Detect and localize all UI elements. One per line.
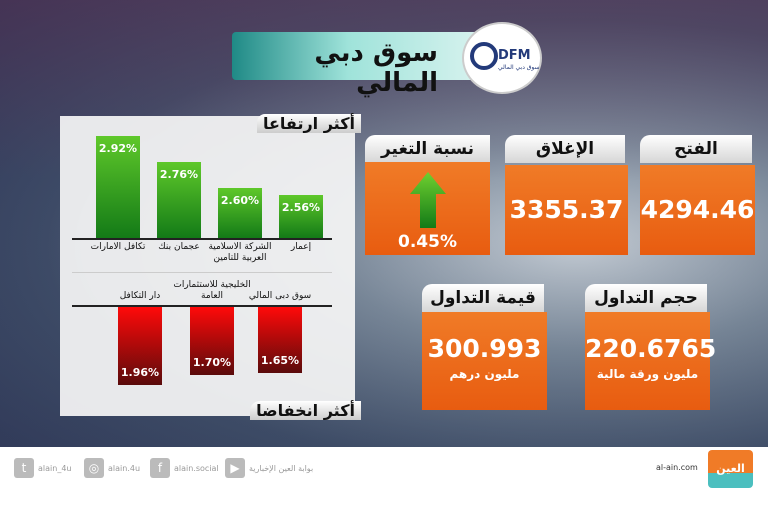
gainer-value: 2.92%	[98, 142, 138, 155]
loser-value: 1.96%	[120, 366, 160, 379]
youtube-icon: ▶	[225, 458, 245, 478]
open-value: 4294.46	[640, 165, 755, 255]
dfm-logo: DFM سوق دبي المالي	[462, 22, 542, 94]
instagram-handle: alain.4u	[108, 463, 141, 473]
volume-value: 220.6765	[585, 334, 717, 363]
volume-box: 220.6765 مليون ورقة مالية	[585, 312, 717, 410]
twitter-link[interactable]: t alain_4u	[14, 458, 71, 478]
change-label: نسبة التغير	[365, 135, 490, 163]
logo-subtext: سوق دبي المالي	[498, 64, 540, 71]
turnover-value: 300.993	[427, 334, 542, 363]
turnover-label: قيمة التداول	[422, 284, 544, 312]
change-box: 0.45%	[365, 162, 490, 255]
change-value: 0.45%	[398, 232, 457, 252]
losers-axis	[72, 305, 332, 307]
gainer-bar: 2.56%	[279, 195, 323, 238]
gainers-heading: أكثر ارتفاعا	[256, 114, 361, 133]
loser-value: 1.65%	[260, 354, 300, 367]
instagram-link[interactable]: ◎ alain.4u	[84, 458, 140, 478]
open-label: الفتح	[640, 135, 752, 163]
facebook-handle: alain.social	[174, 463, 219, 473]
gainer-name: عجمان بنك	[158, 242, 200, 252]
page-title: سوق دبي المالي	[314, 38, 438, 98]
loser-bar: 1.96%	[118, 307, 162, 385]
site-url[interactable]: al-ain.com	[656, 463, 698, 472]
gainers-axis	[72, 238, 332, 240]
gainer-bar: 2.60%	[218, 188, 262, 238]
losers-heading: أكثر انخفاضا	[250, 401, 361, 420]
gainer-value: 2.76%	[159, 168, 199, 181]
youtube-handle: بوابة العين الإخبارية	[249, 463, 314, 473]
twitter-icon: t	[14, 458, 34, 478]
alain-logo: العين	[708, 450, 753, 488]
volume-label: حجم التداول	[585, 284, 707, 312]
gainer-name: تكافل الامارات	[90, 242, 146, 252]
loser-bar: 1.65%	[258, 307, 302, 373]
turnover-unit: مليون درهم	[449, 367, 520, 381]
loser-bar: 1.70%	[190, 307, 234, 375]
gainer-value: 2.60%	[220, 194, 260, 207]
loser-name: الخليجية للاستثمارات العامة	[173, 280, 251, 301]
turnover-box: 300.993 مليون درهم	[422, 312, 547, 410]
alain-logo-text: العين	[716, 462, 745, 475]
dfm-emblem-icon	[470, 42, 498, 70]
loser-name: سوق دبى المالي	[248, 291, 312, 301]
loser-name: دار التكافل	[119, 291, 161, 301]
youtube-link[interactable]: ▶ بوابة العين الإخبارية	[225, 458, 313, 478]
up-arrow-icon	[409, 172, 446, 228]
facebook-icon: f	[150, 458, 170, 478]
loser-value: 1.70%	[192, 356, 232, 369]
movers-panel: أكثر ارتفاعا 2.92% تكافل الامارات 2.76% عجم…	[60, 114, 361, 420]
logo-text: DFM	[498, 48, 531, 63]
twitter-handle: alain_4u	[38, 463, 72, 473]
gainer-name: الشركة الاسلامية العربية للتامين	[208, 242, 272, 263]
divider	[72, 272, 332, 273]
gainer-bar: 2.76%	[157, 162, 201, 238]
gainer-name: إعمار	[290, 242, 312, 252]
facebook-link[interactable]: f alain.social	[150, 458, 219, 478]
close-value: 3355.37	[505, 165, 628, 255]
close-label: الإغلاق	[505, 135, 625, 163]
gainer-value: 2.56%	[281, 201, 321, 214]
volume-unit: مليون ورقة مالية	[596, 367, 699, 381]
instagram-icon: ◎	[84, 458, 104, 478]
gainer-bar: 2.92%	[96, 136, 140, 238]
